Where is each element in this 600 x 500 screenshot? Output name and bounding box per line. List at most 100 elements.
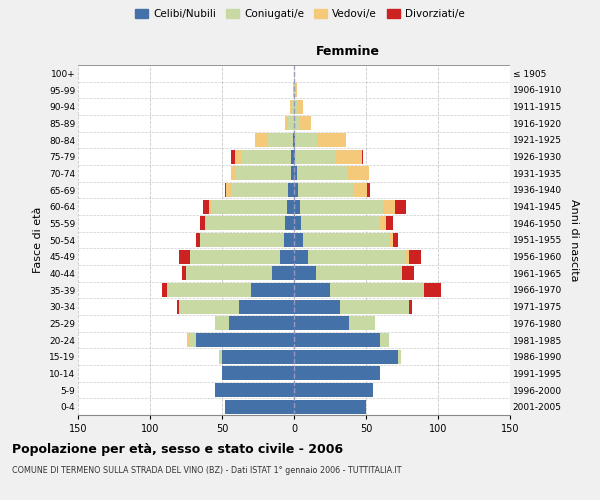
- Text: COMUNE DI TERMENO SULLA STRADA DEL VINO (BZ) - Dati ISTAT 1° gennaio 2006 - TUTT: COMUNE DI TERMENO SULLA STRADA DEL VINO …: [12, 466, 401, 475]
- Bar: [287, 200, 294, 214]
- Y-axis label: Anni di nascita: Anni di nascita: [569, 198, 578, 281]
- Bar: [293, 133, 294, 147]
- Bar: [196, 333, 294, 347]
- Bar: [394, 233, 398, 247]
- Bar: [186, 266, 272, 280]
- Bar: [367, 183, 370, 197]
- Bar: [239, 300, 294, 314]
- Bar: [290, 100, 291, 114]
- Bar: [294, 350, 398, 364]
- Bar: [167, 283, 251, 297]
- Bar: [200, 233, 284, 247]
- Bar: [294, 100, 297, 114]
- Bar: [288, 116, 294, 130]
- Bar: [317, 133, 346, 147]
- Bar: [203, 200, 209, 214]
- Bar: [219, 350, 222, 364]
- Bar: [316, 266, 402, 280]
- Bar: [284, 233, 294, 247]
- Bar: [179, 300, 239, 314]
- Bar: [294, 116, 300, 130]
- Bar: [301, 216, 380, 230]
- Bar: [200, 216, 205, 230]
- Bar: [266, 133, 293, 147]
- Bar: [294, 283, 330, 297]
- Bar: [294, 266, 316, 280]
- Bar: [280, 250, 294, 264]
- Bar: [294, 300, 340, 314]
- Bar: [230, 150, 235, 164]
- Bar: [294, 216, 301, 230]
- Bar: [395, 200, 406, 214]
- Bar: [161, 283, 167, 297]
- Bar: [251, 283, 294, 297]
- Bar: [206, 216, 286, 230]
- Bar: [291, 100, 294, 114]
- Text: Femmine: Femmine: [316, 45, 380, 58]
- Bar: [226, 183, 230, 197]
- Bar: [229, 316, 294, 330]
- Bar: [241, 150, 291, 164]
- Bar: [187, 333, 190, 347]
- Bar: [230, 183, 288, 197]
- Bar: [288, 183, 294, 197]
- Bar: [380, 333, 389, 347]
- Bar: [295, 133, 317, 147]
- Bar: [300, 116, 311, 130]
- Bar: [255, 133, 266, 147]
- Bar: [294, 133, 295, 147]
- Bar: [294, 183, 298, 197]
- Bar: [349, 316, 374, 330]
- Bar: [295, 83, 297, 97]
- Bar: [300, 200, 383, 214]
- Bar: [286, 216, 294, 230]
- Bar: [409, 250, 421, 264]
- Bar: [398, 350, 401, 364]
- Bar: [182, 266, 186, 280]
- Bar: [215, 383, 294, 397]
- Bar: [179, 250, 190, 264]
- Bar: [196, 233, 200, 247]
- Legend: Celibi/Nubili, Coniugati/e, Vedovi/e, Divorziati/e: Celibi/Nubili, Coniugati/e, Vedovi/e, Di…: [131, 5, 469, 24]
- Bar: [424, 283, 441, 297]
- Bar: [409, 300, 412, 314]
- Bar: [291, 150, 294, 164]
- Bar: [386, 216, 394, 230]
- Bar: [209, 200, 212, 214]
- Bar: [291, 166, 294, 180]
- Bar: [294, 83, 295, 97]
- Bar: [230, 166, 236, 180]
- Bar: [330, 283, 424, 297]
- Bar: [222, 366, 294, 380]
- Bar: [340, 300, 409, 314]
- Bar: [406, 250, 409, 264]
- Bar: [190, 333, 196, 347]
- Bar: [297, 100, 302, 114]
- Bar: [294, 200, 300, 214]
- Bar: [302, 233, 389, 247]
- Bar: [293, 83, 294, 97]
- Bar: [353, 183, 367, 197]
- Bar: [205, 216, 206, 230]
- Bar: [225, 400, 294, 414]
- Bar: [294, 316, 349, 330]
- Bar: [308, 250, 406, 264]
- Bar: [235, 150, 241, 164]
- Bar: [298, 183, 353, 197]
- Bar: [294, 233, 302, 247]
- Y-axis label: Fasce di età: Fasce di età: [34, 207, 43, 273]
- Bar: [215, 316, 229, 330]
- Bar: [362, 150, 363, 164]
- Bar: [383, 200, 395, 214]
- Bar: [294, 333, 380, 347]
- Bar: [295, 150, 336, 164]
- Bar: [212, 200, 287, 214]
- Bar: [294, 366, 380, 380]
- Bar: [380, 216, 386, 230]
- Bar: [236, 166, 291, 180]
- Bar: [347, 166, 369, 180]
- Bar: [402, 266, 413, 280]
- Bar: [294, 250, 308, 264]
- Bar: [294, 400, 366, 414]
- Bar: [178, 300, 179, 314]
